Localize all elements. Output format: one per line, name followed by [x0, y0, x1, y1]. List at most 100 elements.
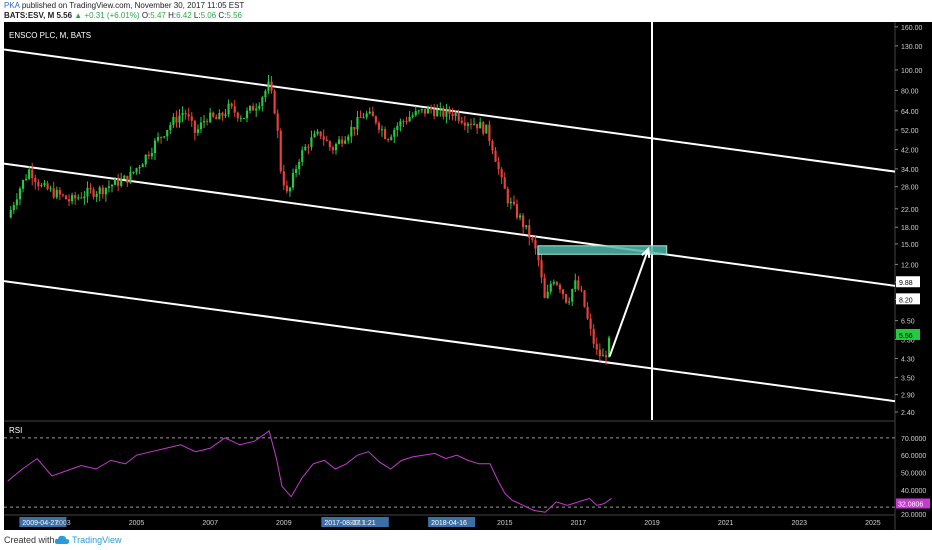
tradingview-brand[interactable]: TradingView	[72, 535, 122, 545]
channel-line-middle	[3, 162, 896, 287]
candle-body	[135, 168, 138, 172]
candle-body	[285, 185, 288, 192]
candle-body	[224, 114, 227, 116]
candle-body	[172, 116, 175, 125]
candle-body	[126, 175, 129, 183]
candle-body	[518, 215, 522, 218]
projection-arrow-head	[641, 246, 651, 259]
candle-body	[261, 97, 264, 107]
candle-body	[607, 337, 611, 358]
created-with-text: Created with	[4, 535, 55, 545]
price-tick-label: 130.00	[901, 44, 923, 51]
price-tick-label: 42.00	[901, 147, 919, 154]
candle-body	[212, 112, 215, 117]
open-label: O:	[141, 11, 151, 20]
candle-body	[230, 103, 233, 107]
price-chart[interactable]: 160.00 130.00 100.00 80.00 64.00 52.00 42.00 34…	[0, 22, 932, 530]
candle-body	[353, 126, 356, 130]
candle-body	[104, 187, 107, 195]
candle-body	[86, 187, 89, 197]
publish-line: PKA published on TradingView.com, Novemb…	[4, 1, 244, 10]
author-link[interactable]: PKA	[4, 1, 20, 10]
candle-body	[21, 180, 25, 189]
open-value: 5.47	[150, 11, 166, 20]
candle-body	[377, 122, 381, 130]
candle-body	[273, 90, 276, 114]
candle-body	[175, 116, 178, 123]
candle-body	[558, 284, 562, 290]
time-tick-label: 2017	[571, 520, 587, 527]
price-badge	[896, 276, 920, 288]
candle-body	[420, 109, 423, 111]
candle-body	[239, 118, 242, 120]
candle-body	[500, 169, 503, 178]
candle-body	[202, 121, 206, 123]
price-tick-label: 52.00	[901, 128, 919, 135]
candle-body	[248, 106, 252, 111]
candle-body	[405, 121, 408, 123]
high-value: 6.42	[176, 11, 192, 20]
time-tick-label: 2003	[55, 520, 71, 527]
chart-title: ENSCO PLC, M, BATS	[9, 31, 91, 40]
candle-body	[448, 108, 451, 114]
last-price: 5.56	[56, 11, 73, 20]
candle-body	[138, 167, 141, 169]
candle-body	[328, 141, 331, 148]
candle-body	[209, 112, 212, 123]
candle-body	[295, 169, 298, 173]
candle-body	[414, 111, 417, 116]
candle-body	[356, 116, 359, 130]
candle-body	[25, 178, 28, 181]
candle-body	[595, 343, 598, 350]
price-tick-label: 4.30	[901, 357, 915, 364]
candle-body	[55, 189, 58, 198]
candle-body	[445, 108, 448, 117]
candle-body	[218, 112, 221, 120]
candle-body	[466, 123, 469, 126]
candle-body	[258, 106, 261, 109]
candle-body	[479, 122, 482, 129]
time-tick-label: 2007	[202, 520, 218, 527]
tradingview-cloud-icon	[54, 535, 70, 544]
candle-body	[417, 110, 420, 112]
candle-body	[371, 111, 374, 117]
candle-body	[196, 129, 199, 133]
rsi-current-badge	[896, 498, 930, 509]
candle-body	[46, 183, 49, 190]
rsi-label: RSI	[9, 426, 22, 435]
time-tick-label: 2015	[497, 520, 513, 527]
candle-body	[402, 121, 405, 123]
candle-body	[129, 172, 132, 183]
price-tick-label: 15.00	[901, 242, 919, 249]
price-badge-label: 5.56	[899, 333, 913, 340]
rsi-tick-label: 20.0000	[901, 512, 926, 519]
candle-body	[147, 154, 150, 157]
rsi-tick-label: 50.0000	[901, 470, 926, 477]
candle-body	[34, 177, 37, 183]
candle-body	[399, 121, 402, 126]
candle-body	[583, 290, 586, 307]
candle-body	[163, 136, 166, 138]
up-triangle-icon: ▲	[74, 11, 83, 20]
candle-body	[150, 153, 153, 157]
candle-body	[423, 109, 427, 114]
candle-body	[313, 133, 316, 138]
candle-body	[322, 136, 325, 140]
candle-body	[503, 177, 506, 189]
candle-body	[534, 239, 537, 249]
candle-body	[380, 129, 384, 131]
price-tick-label: 3.50	[901, 375, 915, 382]
price-tick-label: 2.90	[901, 393, 915, 400]
candle-body	[71, 195, 74, 202]
candle-body	[512, 201, 516, 205]
candle-body	[604, 355, 608, 358]
candle-body	[454, 113, 457, 117]
candle-body	[549, 283, 552, 292]
candle-body	[199, 122, 203, 130]
candle-body	[522, 215, 525, 228]
main-pane	[3, 22, 896, 420]
candle-body	[110, 184, 114, 187]
candle-body	[374, 116, 377, 123]
candle-body	[525, 225, 528, 228]
candle-body	[307, 146, 310, 148]
